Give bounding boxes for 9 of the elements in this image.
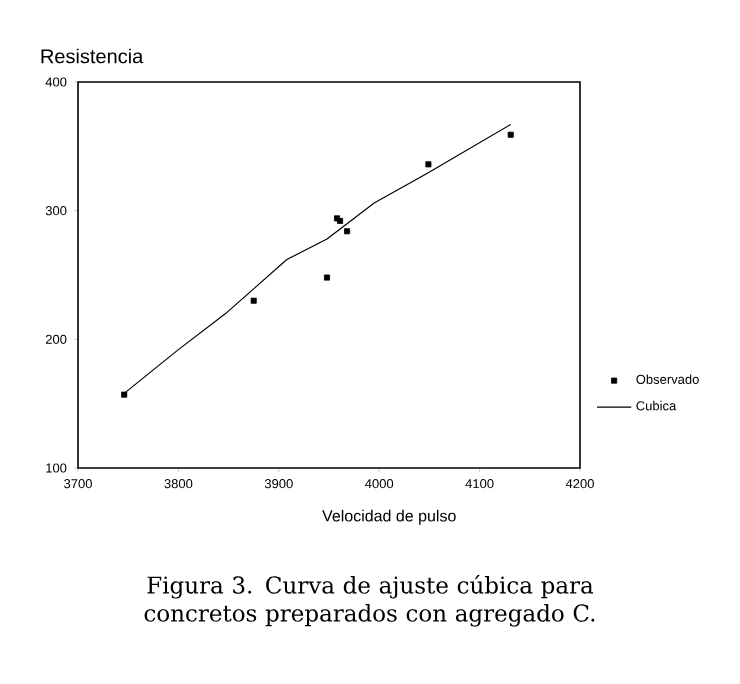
x-axis-title: Velocidad de pulso [322,509,456,525]
point [250,297,257,304]
y-axis-title: Resistencia [41,48,144,64]
point [425,161,432,168]
point [323,274,330,281]
text: Figura 3. Curva de ajuste cúbica para concretos preparados con agregado C. [144,575,595,627]
point [121,391,128,398]
point [344,228,351,235]
point [507,131,514,138]
